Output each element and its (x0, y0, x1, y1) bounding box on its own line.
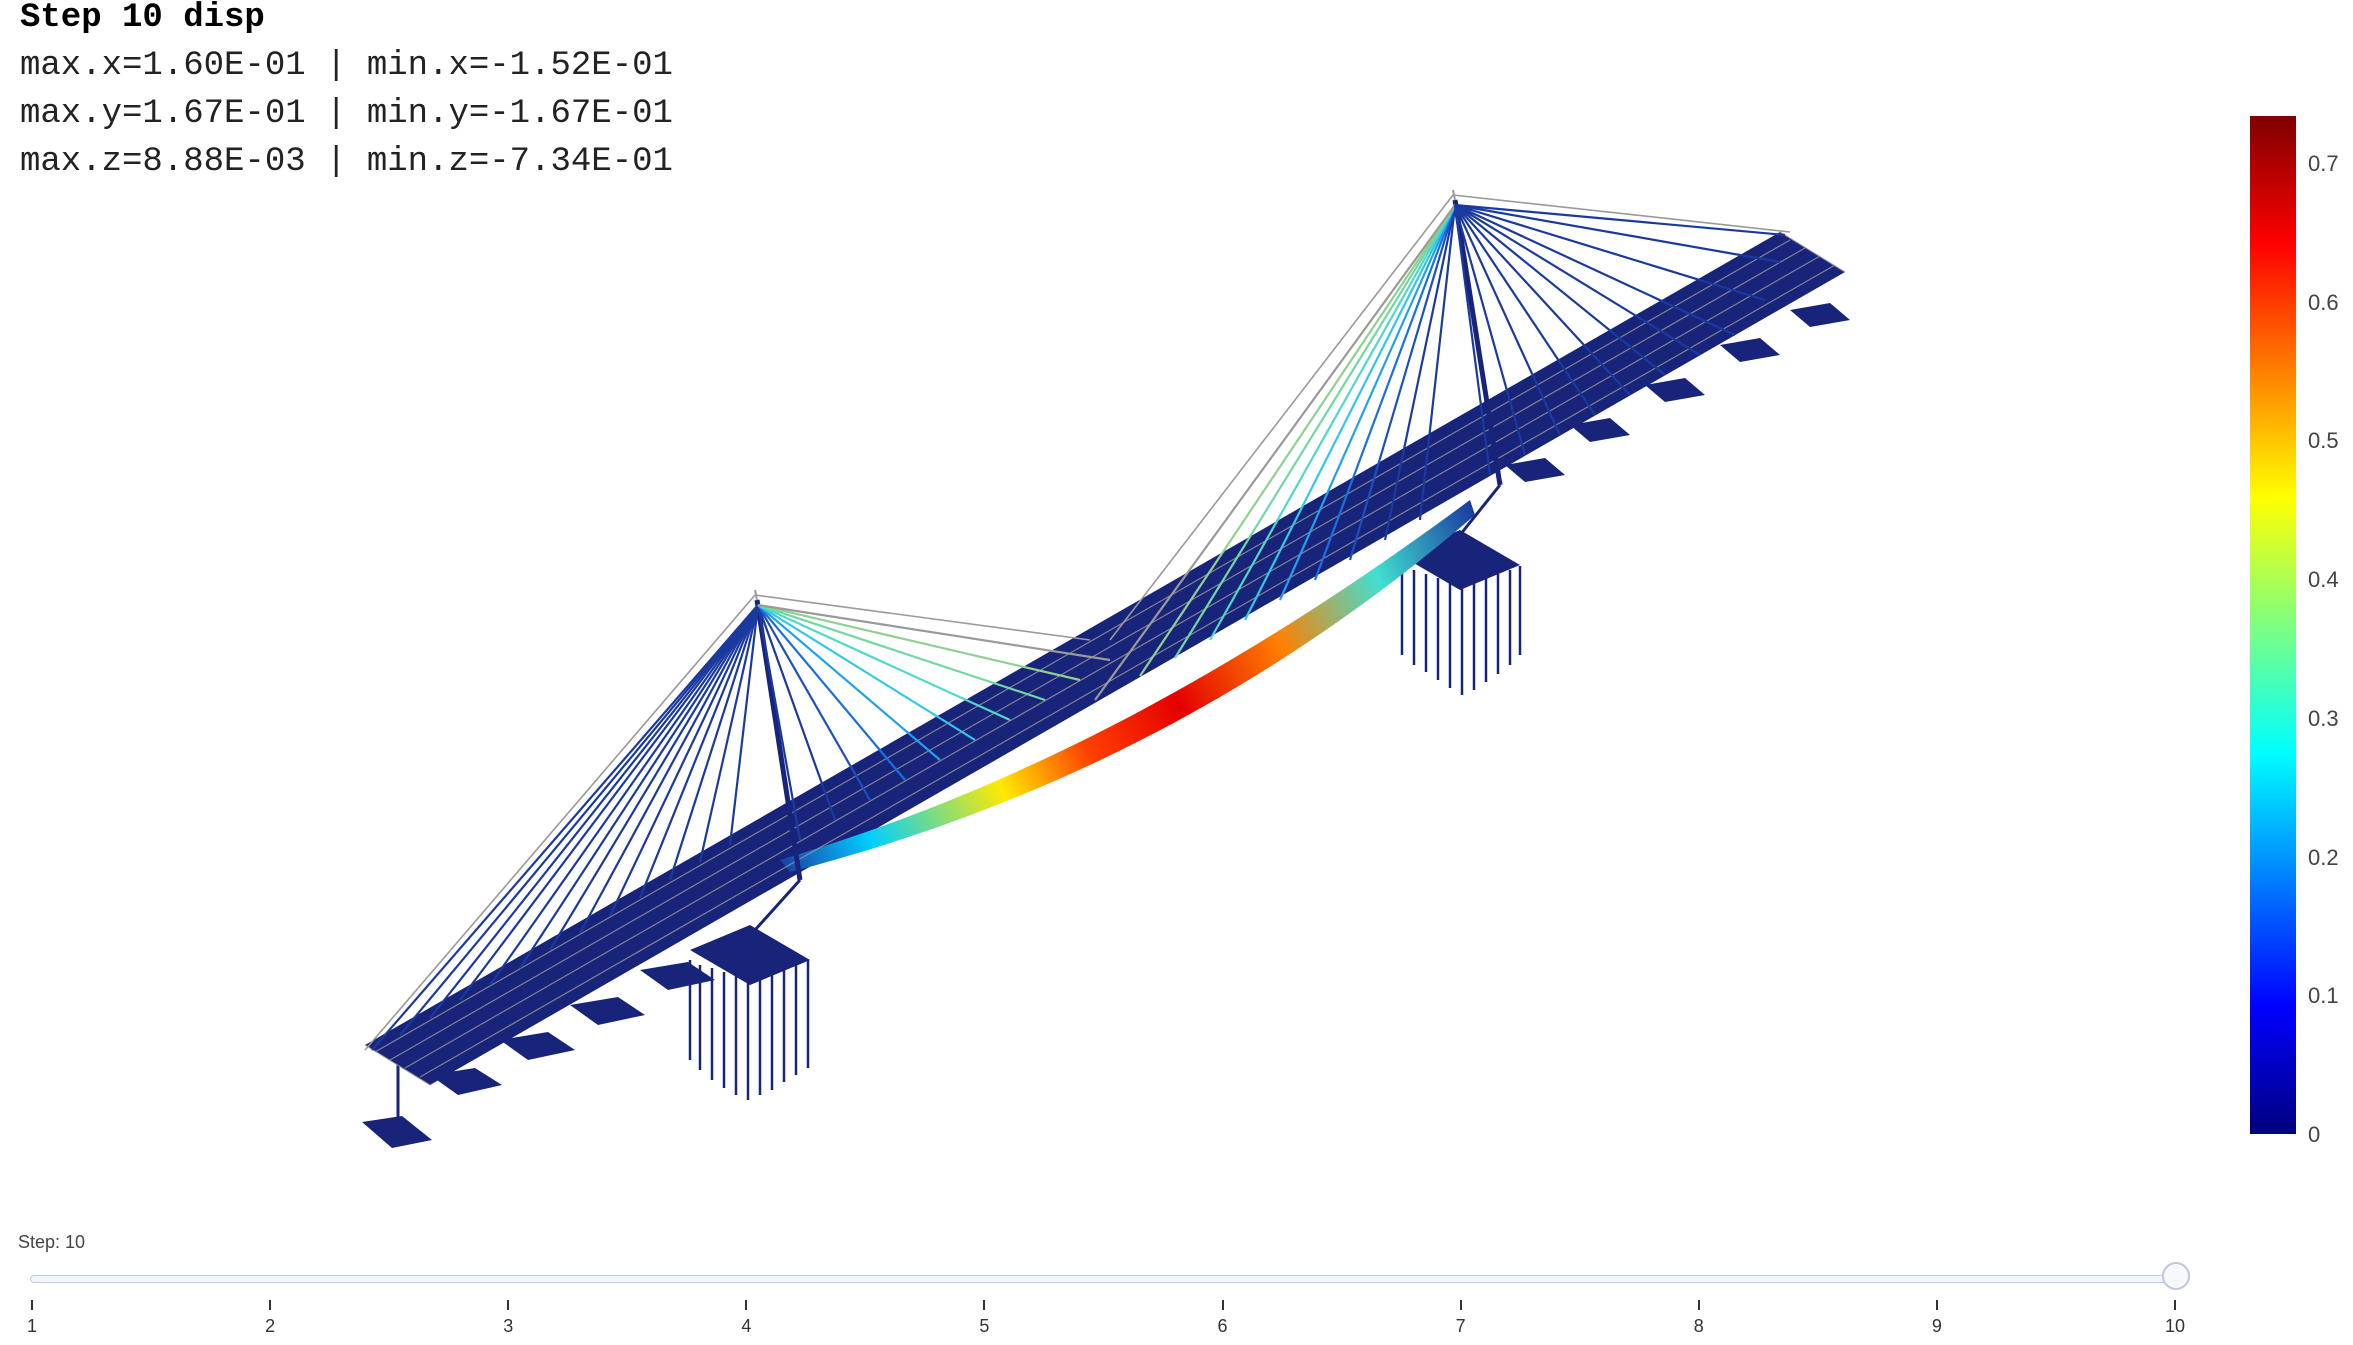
left-pylon-mainspan-cables (756, 603, 1111, 841)
colorbar-tick-5: 0.5 (2308, 428, 2339, 453)
slider-tick-10[interactable] (2174, 1300, 2176, 1310)
colorbar-tick-1: 0.1 (2308, 983, 2339, 1008)
slider-tick-5[interactable] (983, 1300, 986, 1310)
slider-tick-4[interactable] (745, 1300, 748, 1310)
colorbar (2250, 116, 2296, 1134)
step-slider-track[interactable] (30, 1275, 2187, 1283)
slider-step-label-8[interactable]: 8 (1693, 1316, 1704, 1336)
slider-tick-2[interactable] (269, 1300, 272, 1310)
colorbar-tick-6: 0.6 (2308, 290, 2339, 315)
left-end-support (362, 1060, 432, 1148)
slider-step-label-1[interactable]: 1 (26, 1316, 38, 1336)
stats-line-y: max.y=1.67E-01 | min.y=-1.67E-01 (20, 95, 673, 133)
slider-step-label-5[interactable]: 5 (979, 1316, 990, 1336)
slider-tick-6[interactable] (1221, 1300, 1224, 1310)
deck-mesh (364, 231, 1846, 1086)
slider-tick-1[interactable] (31, 1300, 33, 1310)
left-approach-piers (430, 962, 715, 1095)
slider-step-label-2[interactable]: 2 (265, 1316, 276, 1336)
colorbar-tick-4: 0.4 (2308, 567, 2339, 592)
step-slider-handle[interactable] (2162, 1262, 2190, 1290)
colorbar-tick-0: 0 (2308, 1122, 2321, 1147)
colorbar-tick-7: 0.7 (2308, 151, 2339, 176)
left-pylon-backstay-cables (371, 604, 760, 1051)
slider-step-label-4[interactable]: 4 (741, 1316, 752, 1336)
colorbar-tick-2: 0.2 (2308, 845, 2339, 870)
slider-step-label-7[interactable]: 7 (1455, 1316, 1466, 1336)
right-pylon-backstay-cables (1453, 203, 1786, 476)
slider-step-label-10[interactable]: 10 (2164, 1316, 2186, 1336)
right-pylon-mainspan-cables (1094, 204, 1457, 701)
slider-step-label-9[interactable]: 9 (1931, 1316, 1942, 1336)
stats-line-x: max.x=1.60E-01 | min.x=-1.52E-01 (20, 47, 673, 85)
slider-tick-7[interactable] (1459, 1300, 1462, 1310)
colorbar-tick-3: 0.3 (2308, 706, 2339, 731)
slider-step-label-6[interactable]: 6 (1217, 1316, 1228, 1336)
slider-tick-3[interactable] (507, 1300, 510, 1310)
slider-current-step-label: Step: 10 (18, 1232, 86, 1252)
left-pylon-foundation (688, 878, 810, 1100)
plot-title: Step 10 disp (20, 0, 265, 37)
slider-tick-8[interactable] (1697, 1300, 1700, 1310)
slider-tick-9[interactable] (1935, 1300, 1938, 1310)
right-approach-piers (1505, 303, 1850, 482)
stats-line-z: max.z=8.88E-03 | min.z=-7.34E-01 (20, 143, 673, 181)
slider-step-label-3[interactable]: 3 (503, 1316, 514, 1336)
undeformed-outline (364, 194, 1791, 1051)
